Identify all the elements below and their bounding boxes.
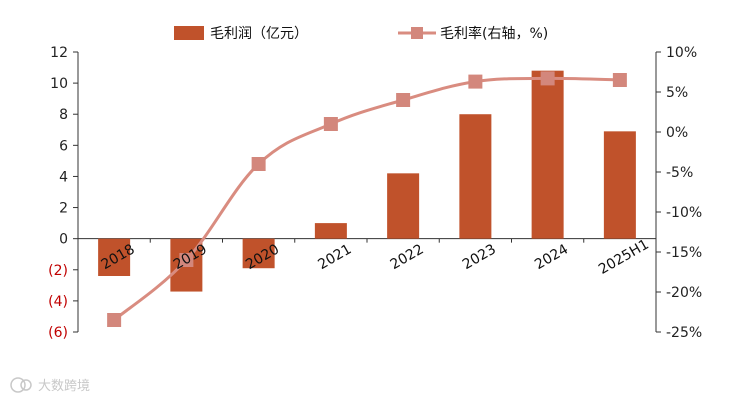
right-tick-label: 0% <box>666 125 688 141</box>
bar <box>603 131 636 239</box>
left-tick-label: (4) <box>48 294 68 310</box>
left-tick-label: 10 <box>50 76 68 92</box>
legend: 毛利润（亿元） 毛利率(右轴，%) <box>174 25 548 42</box>
line-point <box>540 71 555 86</box>
bar <box>387 173 420 239</box>
legend-line-label: 毛利率(右轴，%) <box>440 25 548 42</box>
legend-line-marker <box>411 27 423 39</box>
line-point <box>251 157 266 171</box>
line-point <box>179 253 194 267</box>
left-tick-label: 4 <box>59 169 68 185</box>
category-label: 2022 <box>388 241 427 273</box>
left-tick-label: 0 <box>59 232 68 248</box>
category-label: 2025H1 <box>596 237 652 278</box>
line-point <box>468 74 483 89</box>
bar <box>242 238 275 269</box>
bar <box>459 114 492 239</box>
line-point <box>612 73 627 87</box>
axes: 12 10 8 6 4 2 0 (2) (4) (6) 10% 5% 0% -5% -10% -15% -20%… <box>48 45 702 341</box>
left-tick-label: 2 <box>59 201 68 217</box>
watermark-text: 大数跨境 <box>38 379 90 394</box>
right-tick-label: -15% <box>666 245 702 261</box>
right-tick-label: -25% <box>666 325 702 341</box>
bar <box>98 238 131 276</box>
left-tick-label: (2) <box>48 263 68 279</box>
right-tick-label: -20% <box>666 285 702 301</box>
left-tick-label: 12 <box>50 45 68 61</box>
category-label: 2024 <box>532 241 571 273</box>
line-point <box>396 93 411 107</box>
legend-bar-label: 毛利润（亿元） <box>210 26 308 42</box>
category-label: 2021 <box>315 241 354 273</box>
right-tick-label: -5% <box>666 165 693 181</box>
watermark: 大数跨境 <box>10 377 90 394</box>
line-point <box>323 117 338 131</box>
line-series <box>107 71 627 327</box>
left-tick-label: 6 <box>59 138 68 154</box>
bar <box>531 70 564 239</box>
bar-series <box>98 70 636 292</box>
right-tick-label: 10% <box>666 45 697 61</box>
bar <box>314 223 347 239</box>
logo-icon <box>10 377 32 393</box>
right-tick-label: -10% <box>666 205 702 221</box>
right-tick-label: 5% <box>666 85 688 101</box>
legend-bar-swatch <box>174 26 204 40</box>
left-tick-label: 8 <box>59 107 68 123</box>
left-tick-label: (6) <box>48 325 68 341</box>
line-point <box>107 313 122 327</box>
category-label: 2023 <box>460 241 499 273</box>
